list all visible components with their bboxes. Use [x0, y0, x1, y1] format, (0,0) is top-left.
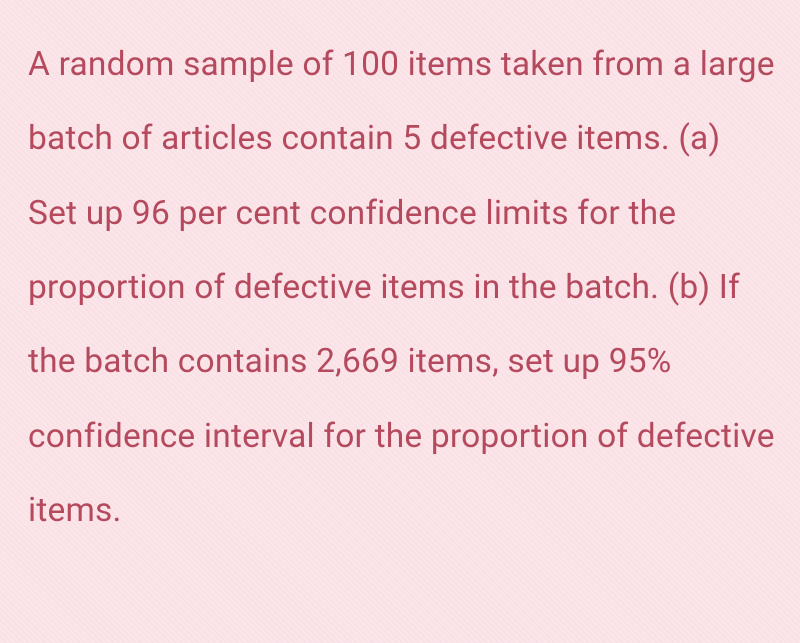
question-text: A random sample of 100 items taken from … [28, 28, 776, 549]
